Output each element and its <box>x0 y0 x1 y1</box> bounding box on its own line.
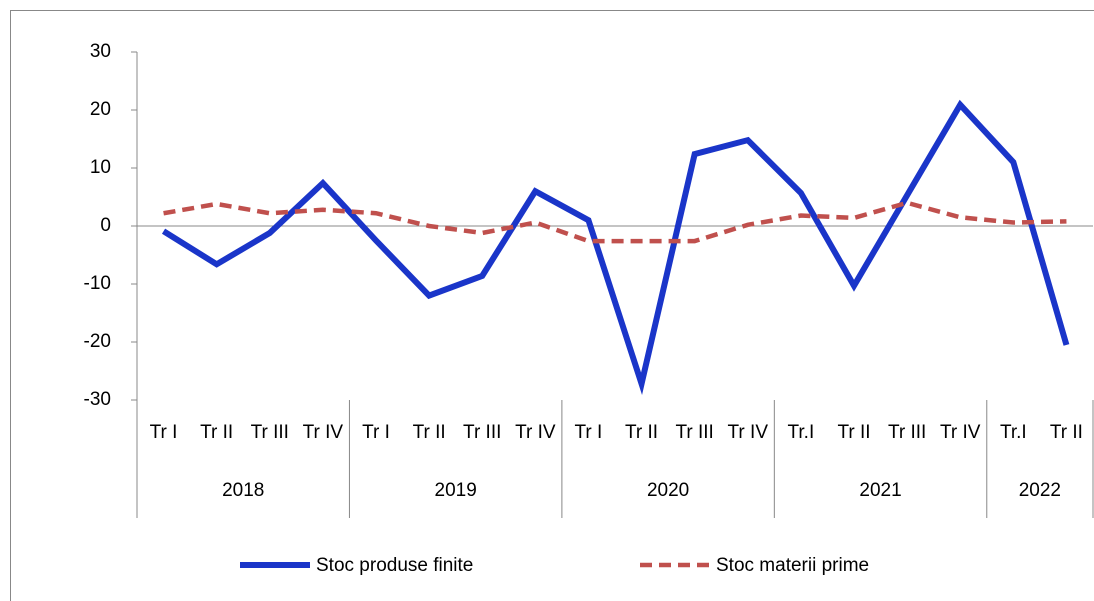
x-tick-label: Tr IV <box>303 422 344 443</box>
x-tick-label: Tr II <box>413 422 446 443</box>
group-label: 2018 <box>222 480 264 501</box>
x-tick-label: Tr IV <box>515 422 556 443</box>
y-tick-label: 20 <box>90 99 111 120</box>
x-tick-label: Tr III <box>251 422 289 443</box>
x-tick-label: Tr.I <box>788 422 815 443</box>
legend-label: Stoc materii prime <box>716 555 869 576</box>
x-tick-label: Tr IV <box>728 422 769 443</box>
x-tick-label: Tr I <box>362 422 390 443</box>
x-tick-label: Tr IV <box>940 422 981 443</box>
y-tick-label: -30 <box>84 389 111 410</box>
x-tick-label: Tr I <box>575 422 603 443</box>
x-tick-label: Tr.I <box>1000 422 1027 443</box>
series-line <box>163 200 1067 244</box>
group-label: 2021 <box>859 480 901 501</box>
x-tick-label: Tr III <box>888 422 926 443</box>
y-tick-label: 0 <box>100 215 111 236</box>
x-tick-label: Tr III <box>463 422 501 443</box>
x-tick-label: Tr II <box>1050 422 1083 443</box>
legend-label: Stoc produse finite <box>316 555 473 576</box>
y-tick-label: 10 <box>90 157 111 178</box>
y-tick-label: -10 <box>84 273 111 294</box>
x-tick-label: Tr III <box>675 422 713 443</box>
chart-frame <box>10 10 1094 601</box>
x-tick-label: Tr II <box>625 422 658 443</box>
x-tick-label: Tr II <box>200 422 233 443</box>
group-label: 2022 <box>1019 480 1061 501</box>
group-label: 2019 <box>435 480 477 501</box>
series-line <box>161 99 1070 395</box>
y-tick-label: -20 <box>84 331 111 352</box>
y-tick-label: 30 <box>90 41 111 62</box>
x-tick-label: Tr I <box>150 422 178 443</box>
group-label: 2020 <box>647 480 689 501</box>
x-tick-label: Tr II <box>837 422 870 443</box>
